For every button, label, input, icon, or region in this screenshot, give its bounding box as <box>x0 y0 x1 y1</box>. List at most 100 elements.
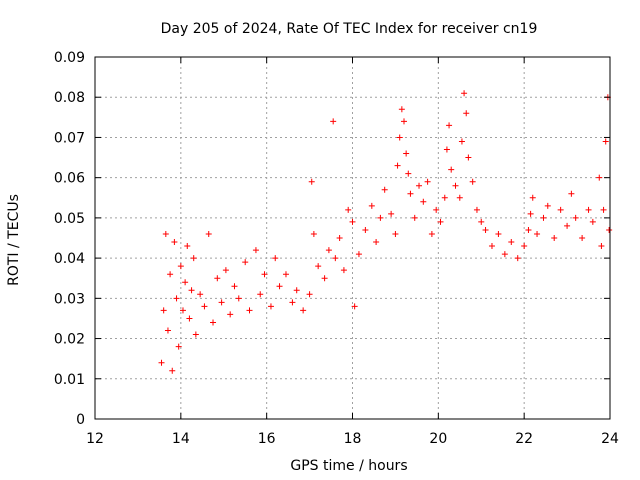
y-tick-label: 0.08 <box>54 90 85 106</box>
data-point <box>501 251 508 258</box>
data-point <box>173 295 180 302</box>
data-point <box>272 255 279 262</box>
y-tick-label: 0.03 <box>54 291 85 307</box>
data-point <box>351 303 358 310</box>
grid-lines <box>95 57 610 419</box>
data-point <box>300 307 307 314</box>
data-point <box>420 198 427 205</box>
data-point <box>167 271 174 278</box>
y-tick-label: 0.01 <box>54 372 85 388</box>
data-point <box>514 255 521 262</box>
data-point <box>182 279 189 286</box>
data-point <box>437 218 444 225</box>
data-point <box>160 307 167 314</box>
data-point <box>416 182 423 189</box>
data-point <box>330 118 337 125</box>
x-tick-label: 16 <box>258 431 276 447</box>
data-point <box>345 206 352 213</box>
data-point <box>589 218 596 225</box>
data-point <box>525 226 532 233</box>
x-tick-label: 18 <box>344 431 362 447</box>
data-point <box>210 319 217 326</box>
data-point <box>267 303 274 310</box>
data-point <box>276 283 283 290</box>
data-point <box>551 235 558 241</box>
data-point <box>478 218 485 225</box>
y-tick-label: 0.04 <box>54 251 85 267</box>
data-point <box>368 202 375 209</box>
x-axis-label: GPS time / hours <box>290 458 407 474</box>
data-point <box>282 271 289 278</box>
y-axis-label: ROTI / TECUs <box>6 194 22 286</box>
data-point <box>355 251 362 258</box>
data-point <box>188 287 195 294</box>
x-tick-label: 14 <box>172 431 190 447</box>
data-point <box>606 226 613 233</box>
data-point <box>293 287 300 294</box>
data-point <box>461 90 468 97</box>
y-tick-label: 0.05 <box>54 211 85 227</box>
data-point <box>315 263 322 270</box>
y-tick-label: 0.06 <box>54 171 85 187</box>
data-point <box>407 190 414 197</box>
data-point <box>306 291 313 298</box>
data-point <box>222 267 229 274</box>
data-point <box>242 259 249 266</box>
data-point <box>596 174 603 181</box>
data-point <box>340 267 347 274</box>
data-point <box>508 239 515 246</box>
data-point <box>373 239 380 246</box>
data-point <box>377 214 384 221</box>
data-point <box>463 110 470 117</box>
data-point <box>184 243 191 250</box>
data-point <box>186 315 193 322</box>
data-point <box>310 230 317 237</box>
data-point <box>321 275 328 282</box>
data-point <box>564 222 571 229</box>
data-point <box>246 307 253 314</box>
data-point <box>190 255 197 262</box>
data-point <box>214 275 221 282</box>
data-point <box>579 235 586 241</box>
data-point <box>544 202 551 209</box>
data-point <box>452 182 459 189</box>
data-point <box>197 291 204 298</box>
data-point <box>534 230 541 237</box>
data-point <box>261 271 268 278</box>
data-point <box>381 186 388 193</box>
data-point <box>177 263 184 270</box>
data-point <box>179 307 186 314</box>
data-point <box>488 243 495 250</box>
x-tick-label: 24 <box>601 431 619 447</box>
data-point <box>424 178 431 185</box>
data-point <box>540 214 547 221</box>
data-point <box>521 243 528 250</box>
data-point <box>158 359 165 366</box>
data-point <box>175 343 182 350</box>
data-point <box>557 206 564 213</box>
data-point <box>257 291 264 298</box>
data-point <box>495 230 502 237</box>
data-point <box>192 331 199 338</box>
data-point <box>398 106 405 113</box>
data-point <box>568 190 575 197</box>
y-tick-label: 0.02 <box>54 332 85 348</box>
data-point <box>162 230 169 237</box>
y-tick-label: 0.07 <box>54 130 85 146</box>
data-point <box>332 255 339 262</box>
data-point <box>396 134 403 141</box>
data-point <box>529 194 536 201</box>
data-point <box>527 210 534 217</box>
data-point <box>428 230 435 237</box>
data-point <box>392 230 399 237</box>
data-point <box>252 247 259 254</box>
data-point <box>231 283 238 290</box>
y-tick-label: 0.09 <box>54 50 85 66</box>
data-point <box>169 367 176 374</box>
x-tick-label: 22 <box>515 431 533 447</box>
data-point <box>201 303 208 310</box>
data-point <box>227 311 234 318</box>
y-tick-label: 0 <box>76 412 85 428</box>
data-point <box>349 218 356 225</box>
